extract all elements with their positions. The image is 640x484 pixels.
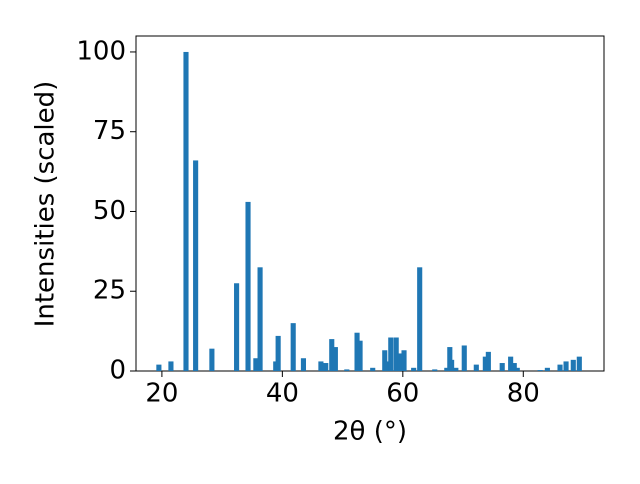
x-tick-label: 20 (145, 379, 178, 409)
bar (329, 339, 335, 371)
y-tick-label: 0 (109, 356, 126, 386)
bar (234, 283, 240, 371)
bar (444, 367, 450, 371)
bar (318, 361, 324, 371)
bar (183, 51, 189, 371)
x-tick-label: 60 (386, 379, 419, 409)
bar (193, 160, 199, 371)
bar (393, 337, 399, 371)
bar (357, 340, 363, 371)
bar (245, 201, 251, 371)
bar (275, 335, 281, 371)
bar (354, 332, 360, 371)
bar (417, 267, 423, 371)
x-tick-label: 40 (266, 379, 299, 409)
bar (499, 363, 505, 371)
bar (514, 367, 520, 371)
bar (473, 364, 479, 371)
bar (411, 367, 417, 371)
x-axis-label: 2θ (°) (333, 417, 407, 447)
bar (388, 337, 394, 371)
bar (156, 364, 162, 371)
bar (323, 363, 329, 371)
bar (447, 347, 453, 371)
bar (570, 359, 576, 371)
bar (449, 359, 455, 371)
bar (557, 364, 563, 371)
bar (300, 358, 307, 371)
bar (382, 350, 388, 371)
bar (485, 351, 491, 371)
plot-frame (135, 35, 605, 372)
bar (511, 363, 517, 371)
bar (401, 350, 407, 371)
bar (432, 369, 438, 371)
y-tick-label: 50 (93, 196, 126, 226)
bar (544, 367, 550, 371)
bar (209, 348, 215, 371)
bar (482, 356, 488, 371)
bar (508, 356, 514, 371)
y-tick-label: 75 (93, 116, 126, 146)
bar (537, 370, 543, 371)
bar (168, 361, 174, 371)
bar (576, 356, 582, 371)
y-axis-label: Intensities (scaled) (31, 81, 61, 328)
bar (397, 353, 403, 371)
x-tick-label: 80 (507, 379, 540, 409)
bar (384, 361, 390, 371)
bar (332, 347, 338, 371)
bar (344, 369, 350, 371)
y-tick-label: 100 (76, 36, 126, 66)
bar (253, 358, 259, 371)
bar (453, 367, 459, 371)
bar (461, 345, 467, 371)
bar (257, 267, 263, 371)
y-tick-label: 25 (93, 276, 126, 306)
bar (563, 361, 569, 371)
bar (370, 367, 376, 371)
bar (290, 323, 296, 371)
